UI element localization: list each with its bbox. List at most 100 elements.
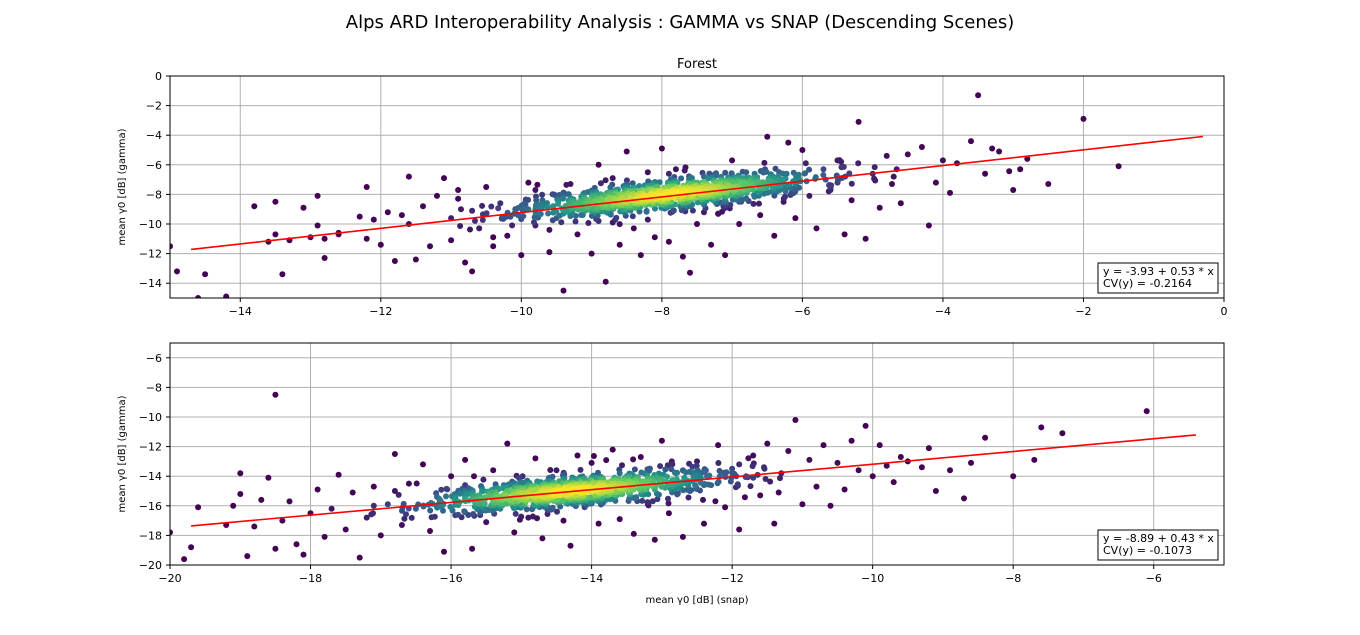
data-point bbox=[623, 148, 630, 155]
data-point bbox=[968, 459, 974, 466]
data-point bbox=[764, 440, 771, 447]
data-point bbox=[609, 175, 616, 182]
data-point bbox=[328, 505, 335, 512]
data-point bbox=[230, 502, 237, 509]
data-point bbox=[547, 467, 554, 473]
data-point bbox=[747, 483, 754, 490]
data-point bbox=[490, 234, 497, 241]
data-point bbox=[251, 523, 258, 530]
data-point bbox=[771, 232, 778, 239]
data-point bbox=[729, 178, 736, 185]
data-point bbox=[497, 200, 504, 207]
data-point bbox=[761, 465, 768, 472]
data-point bbox=[806, 166, 813, 173]
data-point bbox=[427, 243, 433, 250]
data-point bbox=[1031, 456, 1038, 463]
data-point bbox=[639, 497, 646, 504]
x-tick-label: −4 bbox=[935, 305, 951, 318]
data-point bbox=[458, 206, 464, 213]
data-point bbox=[796, 184, 803, 191]
data-point bbox=[471, 473, 477, 480]
data-point bbox=[272, 391, 279, 398]
data-point bbox=[785, 448, 792, 454]
data-point bbox=[841, 231, 848, 238]
data-point bbox=[616, 516, 623, 523]
data-point bbox=[743, 169, 750, 176]
data-point bbox=[672, 166, 679, 173]
data-point bbox=[427, 528, 433, 534]
data-point bbox=[848, 437, 855, 444]
data-point bbox=[862, 235, 869, 242]
data-point bbox=[412, 256, 419, 263]
data-point bbox=[762, 476, 769, 482]
annotation-line: y = -8.89 + 0.43 * x bbox=[1103, 532, 1214, 545]
data-point bbox=[694, 221, 700, 227]
data-point bbox=[440, 507, 446, 514]
data-point bbox=[767, 478, 774, 485]
points-layer bbox=[170, 92, 1122, 298]
data-point bbox=[609, 446, 616, 453]
axes-title: Forest bbox=[677, 57, 717, 72]
data-point bbox=[405, 173, 412, 180]
data-point bbox=[727, 202, 734, 208]
data-point bbox=[529, 513, 536, 520]
data-point bbox=[738, 196, 745, 203]
data-point bbox=[806, 192, 813, 199]
data-point bbox=[1006, 168, 1013, 175]
data-point bbox=[408, 514, 415, 521]
data-point bbox=[846, 170, 853, 177]
data-point bbox=[932, 488, 939, 494]
data-point bbox=[631, 466, 638, 473]
y-tick-label: −16 bbox=[139, 500, 162, 513]
data-point bbox=[384, 501, 391, 508]
data-point bbox=[523, 506, 530, 513]
data-point bbox=[736, 221, 743, 227]
data-point bbox=[272, 545, 279, 552]
data-point bbox=[546, 226, 553, 233]
data-point bbox=[558, 219, 565, 226]
data-point bbox=[729, 157, 736, 164]
data-point bbox=[630, 530, 637, 537]
data-point bbox=[722, 169, 729, 176]
data-point bbox=[377, 532, 384, 539]
data-point bbox=[636, 183, 643, 189]
y-tick-label: −8 bbox=[146, 188, 162, 201]
data-point bbox=[982, 170, 989, 177]
data-point bbox=[258, 496, 265, 503]
data-point bbox=[572, 218, 579, 225]
data-point bbox=[619, 462, 625, 469]
data-point bbox=[904, 151, 911, 158]
data-point bbox=[595, 161, 602, 168]
data-point bbox=[838, 158, 845, 165]
forest-scatter-chart: −14 −12 −10 −8 −6 −4 −2 0 −14 −12 −10 −8 −6 −4 −2 0 Fore… bbox=[117, 57, 1228, 318]
data-point bbox=[447, 503, 454, 510]
figure-title: Alps ARD Interoperability Analysis : GAM… bbox=[346, 12, 1014, 33]
data-point bbox=[342, 526, 349, 533]
data-point bbox=[413, 480, 420, 487]
data-point bbox=[890, 173, 897, 180]
data-point bbox=[395, 491, 402, 498]
data-point bbox=[444, 486, 451, 493]
data-point bbox=[370, 510, 376, 517]
data-point bbox=[741, 494, 748, 501]
data-point bbox=[391, 488, 398, 494]
data-point bbox=[820, 172, 827, 178]
data-point bbox=[545, 210, 552, 217]
data-point bbox=[363, 184, 370, 190]
data-point bbox=[939, 157, 946, 164]
data-point bbox=[700, 496, 706, 503]
data-point bbox=[504, 232, 511, 239]
data-point bbox=[975, 92, 982, 99]
data-point bbox=[651, 234, 658, 241]
data-point bbox=[237, 491, 244, 497]
data-point bbox=[753, 179, 760, 186]
data-point bbox=[665, 238, 672, 245]
data-point bbox=[674, 490, 681, 497]
data-point bbox=[170, 529, 173, 536]
data-point bbox=[855, 160, 862, 167]
data-point bbox=[469, 207, 476, 214]
data-point bbox=[820, 442, 827, 449]
data-point bbox=[356, 554, 363, 561]
x-tick-label: −6 bbox=[794, 305, 810, 318]
